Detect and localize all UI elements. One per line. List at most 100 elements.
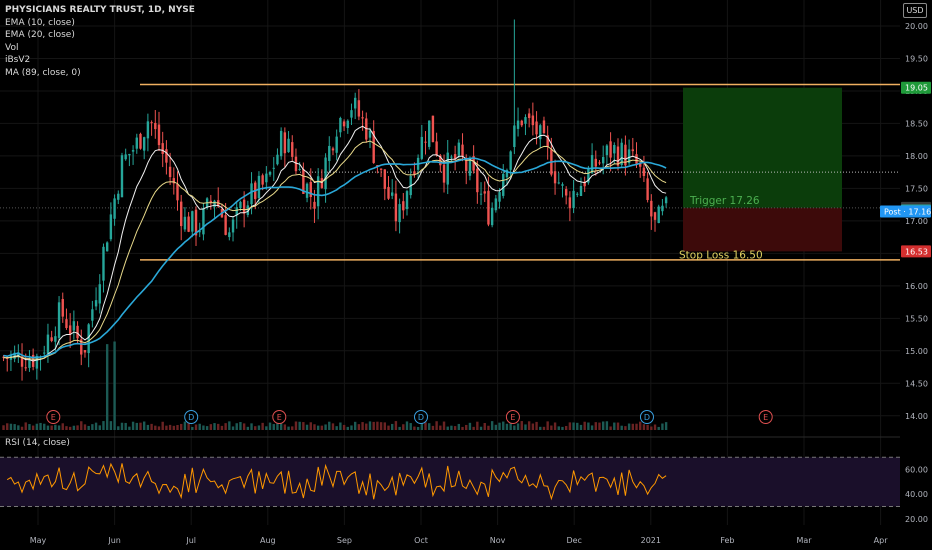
- dividend-event-label: D: [188, 413, 194, 422]
- volume-bar: [353, 421, 357, 430]
- x-tick-label: May: [30, 536, 47, 545]
- volume-bar: [383, 422, 386, 430]
- volume-bar: [572, 422, 575, 430]
- post-market-tag: [880, 205, 931, 218]
- candle-body: [661, 205, 664, 212]
- candle-body: [142, 137, 146, 151]
- candle-body: [91, 309, 94, 321]
- legend-ema10[interactable]: EMA (10, close): [5, 17, 75, 28]
- legend-ibsv2[interactable]: iBsV2: [5, 55, 31, 65]
- candle-body: [235, 207, 238, 216]
- volume-bar: [505, 423, 509, 430]
- legend-ma89[interactable]: MA (89, close, 0): [5, 67, 81, 78]
- candle-body: [539, 125, 542, 140]
- price-tick-label: 14.50: [905, 379, 928, 388]
- volume-bar: [180, 423, 183, 430]
- volume-bar: [109, 421, 113, 430]
- x-tick-label: 2021: [641, 536, 661, 545]
- volume-bar: [276, 421, 279, 430]
- rsi-legend[interactable]: RSI (14, close): [5, 438, 70, 448]
- earnings-event-label: E: [277, 413, 282, 422]
- volume-bar: [468, 422, 472, 430]
- candle-body: [405, 191, 409, 210]
- volume-bar: [124, 422, 127, 430]
- candle-body: [146, 121, 150, 139]
- volume-bar: [2, 425, 5, 430]
- candle-body: [157, 124, 161, 146]
- volume-bar: [265, 426, 268, 430]
- volume-bar: [65, 426, 68, 430]
- volume-bar: [646, 424, 649, 430]
- candle-body: [657, 206, 660, 224]
- candle-body: [324, 157, 327, 190]
- candle-body: [302, 169, 305, 194]
- candle-body: [209, 200, 213, 203]
- volume-bar: [165, 425, 168, 430]
- volume-bar: [539, 426, 542, 430]
- volume-bar: [309, 422, 312, 430]
- x-tick-label: Jun: [107, 536, 121, 545]
- volume-bar: [224, 423, 227, 430]
- volume-bar: [135, 422, 138, 430]
- candle-body: [124, 154, 127, 160]
- legend-volume[interactable]: Vol: [5, 42, 19, 53]
- candle-body: [194, 209, 198, 236]
- volume-bar: [650, 426, 653, 430]
- volume-bar: [335, 426, 338, 430]
- volume-bar: [642, 424, 646, 430]
- legend-ema20[interactable]: EMA (20, close): [5, 30, 75, 40]
- candle-body: [161, 143, 164, 154]
- candle-body: [35, 355, 39, 369]
- candle-body: [346, 120, 349, 128]
- volume-bar: [242, 423, 246, 430]
- price-tick-label: 20.00: [905, 22, 928, 31]
- volume-bar: [527, 421, 531, 430]
- volume-bar: [235, 423, 238, 430]
- volume-bar: [535, 421, 538, 430]
- candle-body: [494, 198, 498, 211]
- candle-body: [361, 117, 364, 119]
- volume-bar: [283, 424, 287, 430]
- volume-bar: [198, 423, 201, 430]
- volume-bar: [261, 422, 264, 430]
- volume-bar: [631, 423, 635, 430]
- volume-bar: [246, 426, 250, 430]
- volume-bar: [579, 424, 583, 430]
- rsi-band: [0, 457, 900, 507]
- dividend-event-label: D: [644, 413, 650, 422]
- candle-body: [94, 300, 98, 307]
- volume-bar: [43, 423, 46, 430]
- volume-bar: [105, 344, 109, 430]
- candle-body: [650, 200, 653, 217]
- candle-body: [316, 176, 320, 207]
- candle-body: [646, 178, 649, 200]
- volume-bar: [476, 421, 479, 430]
- candle-body: [350, 110, 353, 118]
- candle-body: [631, 149, 635, 152]
- candle-body: [68, 325, 72, 335]
- candle-body: [150, 122, 153, 124]
- volume-bar: [557, 426, 560, 430]
- candle-body: [250, 183, 253, 205]
- candle-body: [568, 197, 572, 209]
- candle-body: [357, 100, 361, 117]
- volume-bar: [154, 425, 157, 430]
- currency-badge[interactable]: USD: [903, 3, 927, 18]
- candle-body: [516, 120, 520, 129]
- price-tick-label: 19.50: [905, 54, 928, 63]
- candle-body: [609, 141, 612, 158]
- volume-bar: [183, 421, 187, 430]
- candle-body: [424, 141, 427, 143]
- earnings-event-label: E: [510, 413, 515, 422]
- candle-body: [502, 173, 505, 196]
- volume-bar: [272, 424, 275, 430]
- candle-body: [261, 175, 264, 185]
- volume-bar: [653, 424, 657, 430]
- candle-body: [635, 154, 638, 164]
- candle-body: [465, 158, 468, 171]
- candle-body: [272, 167, 275, 169]
- volume-bar: [524, 424, 527, 430]
- symbol-title: PHYSICIANS REALTY TRUST, 1D, NYSE: [5, 5, 195, 15]
- x-tick-label: Jul: [185, 536, 196, 545]
